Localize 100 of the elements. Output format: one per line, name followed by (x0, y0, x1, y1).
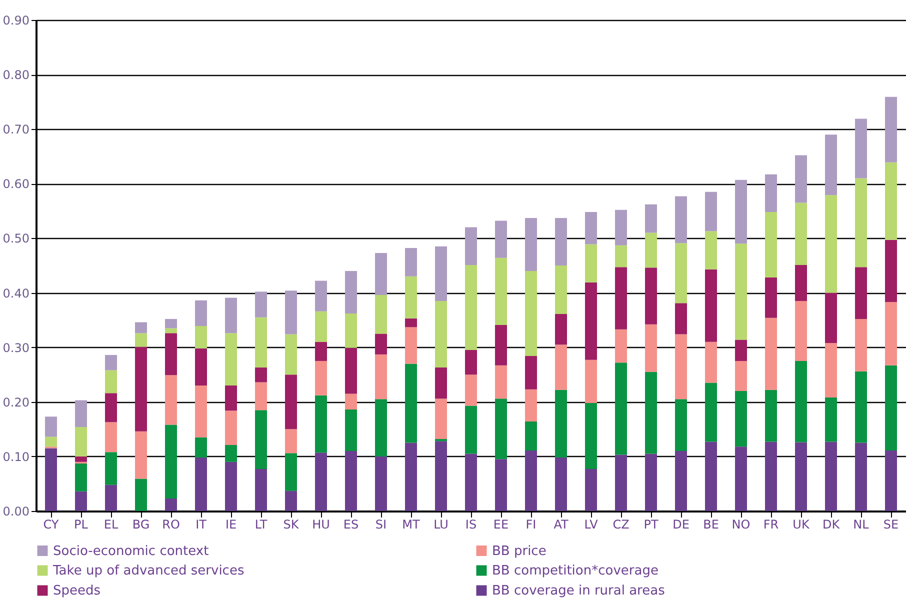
y-tick-label: 0.50 (2, 232, 30, 246)
bar (105, 484, 117, 511)
bar (255, 368, 267, 382)
bar (585, 468, 597, 511)
legend-label: Speeds (53, 584, 101, 598)
bar (795, 300, 807, 361)
bar (615, 245, 627, 268)
bar (555, 314, 567, 345)
bar (435, 438, 447, 442)
bar (435, 300, 447, 368)
bar (345, 348, 357, 394)
bar (585, 244, 597, 282)
bar (135, 346, 147, 432)
x-tick-label: RO (162, 518, 180, 532)
bar (645, 268, 657, 324)
bar (855, 118, 867, 178)
bar (705, 192, 717, 232)
bar (645, 454, 657, 511)
bar (765, 442, 777, 511)
bar (465, 227, 477, 265)
bar (135, 322, 147, 334)
bar (225, 410, 237, 445)
bar (405, 318, 417, 328)
bar (855, 371, 867, 443)
legend-label: Take up of advanced services (52, 564, 244, 578)
bar (45, 416, 57, 437)
x-tick-label: MT (402, 518, 421, 532)
y-tick-label: 0.30 (2, 340, 30, 355)
bar (315, 360, 327, 396)
bar (405, 276, 417, 318)
bar (705, 269, 717, 342)
bar (225, 333, 237, 386)
bar (405, 364, 417, 443)
bar (735, 390, 747, 447)
bar (345, 410, 357, 451)
bar (735, 340, 747, 361)
bar (495, 220, 507, 258)
bar (135, 431, 147, 479)
bar (345, 450, 357, 511)
bar (795, 442, 807, 511)
y-tick-label: 0.00 (2, 504, 30, 518)
bar (795, 264, 807, 301)
bar (405, 442, 417, 511)
x-tick-label: FR (763, 518, 779, 532)
bar (495, 324, 507, 366)
x-tick-label: NO (732, 518, 750, 532)
bar (165, 424, 177, 498)
bar (375, 294, 387, 334)
y-tick-label: 0.90 (2, 14, 30, 28)
bar (195, 386, 207, 438)
bar (885, 450, 897, 511)
bar (105, 422, 117, 452)
bar (375, 456, 387, 511)
bar (705, 382, 717, 442)
bar (75, 426, 87, 456)
bar (345, 394, 357, 410)
bar (45, 448, 57, 511)
y-tick-label: 0.20 (2, 395, 30, 410)
x-tick-label: AT (554, 518, 569, 532)
bar (765, 174, 777, 212)
bar (765, 390, 777, 442)
bar (855, 318, 867, 372)
y-tick-label: 0.10 (2, 450, 30, 464)
bar (255, 410, 267, 469)
bar (375, 399, 387, 456)
bar (285, 290, 297, 334)
bar (615, 454, 627, 511)
bar (165, 375, 177, 425)
bar (135, 333, 147, 347)
x-tick-label: FI (526, 518, 536, 532)
bar (375, 252, 387, 295)
bar (285, 334, 297, 375)
x-tick-label: BE (703, 518, 719, 532)
bar (645, 372, 657, 454)
x-tick-label: DK (822, 518, 841, 532)
bar (75, 456, 87, 462)
bar (525, 218, 537, 271)
x-tick-label: SK (283, 518, 300, 532)
bar (735, 446, 747, 511)
bar (195, 458, 207, 511)
bar (705, 442, 717, 511)
bar (105, 354, 117, 370)
bar (585, 402, 597, 469)
bar (195, 437, 207, 458)
bar (765, 318, 777, 390)
bar (675, 399, 687, 451)
legend-label: BB price (492, 544, 546, 559)
x-tick-label: ES (343, 518, 359, 532)
bar (405, 248, 417, 276)
bar (615, 329, 627, 363)
bar (225, 444, 237, 462)
bar (315, 452, 327, 511)
x-tick-label: IE (225, 518, 237, 532)
bar (825, 134, 837, 196)
bar (315, 311, 327, 342)
x-tick-label: EE (493, 518, 509, 532)
bar (585, 282, 597, 360)
bar (75, 491, 87, 511)
bar (555, 344, 567, 390)
bar (675, 243, 687, 304)
